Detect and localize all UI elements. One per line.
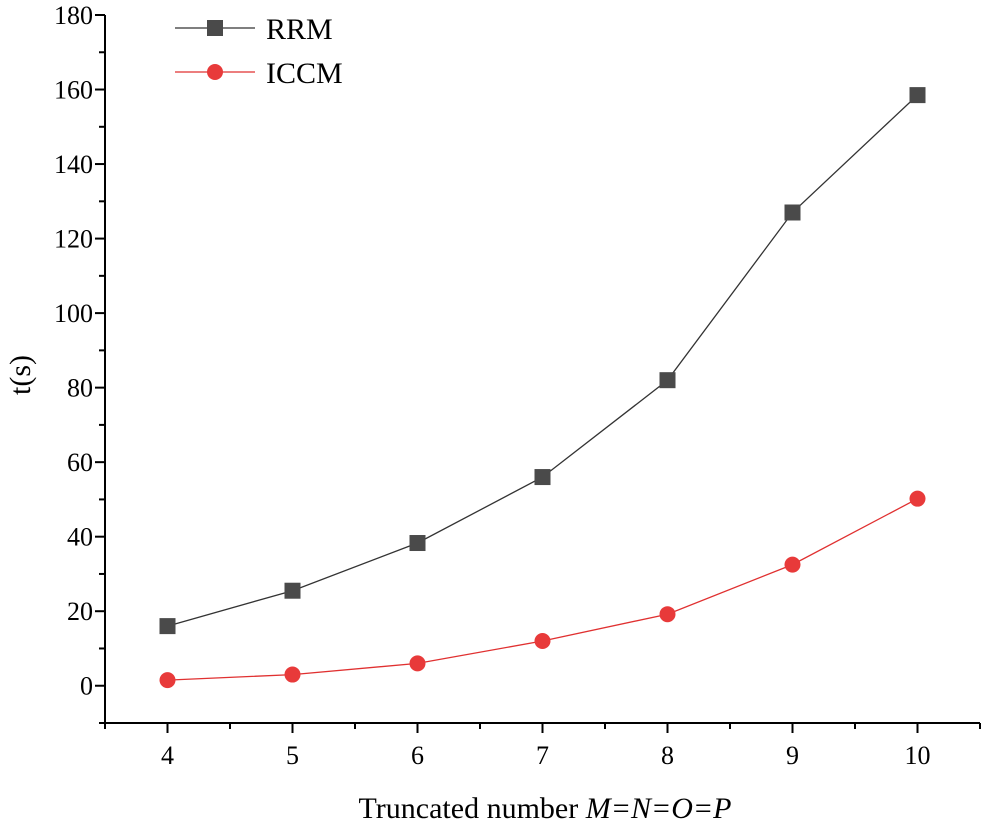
data-point-rrm [159,618,176,635]
legend-marker-iccm [207,64,223,80]
series-group [159,87,926,689]
data-point-rrm [534,469,551,486]
y-ticks: 0 20 40 60 80 100 120 140 160 180 [54,1,105,724]
x-tick-label: 8 [661,741,674,770]
y-tick-label: 120 [54,225,93,254]
x-ticks: 4 5 6 7 8 9 10 [104,723,981,770]
y-tick-label: 40 [67,523,93,552]
data-point-rrm [909,87,926,104]
y-tick-label: 80 [67,374,93,403]
x-axis-title-math: M=N=O=P [585,792,732,825]
y-tick-label: 140 [54,150,93,179]
y-tick-label: 160 [54,76,93,105]
data-point-iccm [784,556,801,573]
y-axis-title: t(s) [4,355,37,395]
series-line-rrm [167,94,918,627]
x-tick-label: 7 [536,741,549,770]
y-tick-label: 20 [67,597,93,626]
axes [104,15,980,724]
series-line-iccm [167,498,918,681]
data-point-iccm [909,490,926,507]
data-point-rrm [284,582,301,599]
data-point-iccm [159,672,176,689]
y-tick-label: 0 [80,672,93,701]
y-tick-label: 100 [54,299,93,328]
legend-label-iccm: ICCM [266,57,343,90]
data-point-iccm [284,666,301,683]
data-point-rrm [659,372,676,389]
x-axis-title-prefix: Truncated number [359,792,586,825]
data-point-rrm [409,535,426,552]
data-point-iccm [409,655,426,672]
legend-marker-rrm [207,20,223,36]
legend-label-rrm: RRM [266,13,333,46]
x-tick-label: 9 [786,741,799,770]
data-point-rrm [784,204,801,221]
x-tick-label: 4 [161,741,174,770]
data-point-iccm [534,633,551,650]
data-point-iccm [659,606,676,623]
y-tick-label: 180 [54,1,93,30]
x-tick-label: 10 [905,741,931,770]
x-tick-label: 6 [411,741,424,770]
y-tick-label: 60 [67,448,93,477]
x-axis-title: Truncated number M=N=O=P [359,792,732,825]
x-tick-label: 5 [286,741,299,770]
legend: RRM ICCM [175,13,343,90]
